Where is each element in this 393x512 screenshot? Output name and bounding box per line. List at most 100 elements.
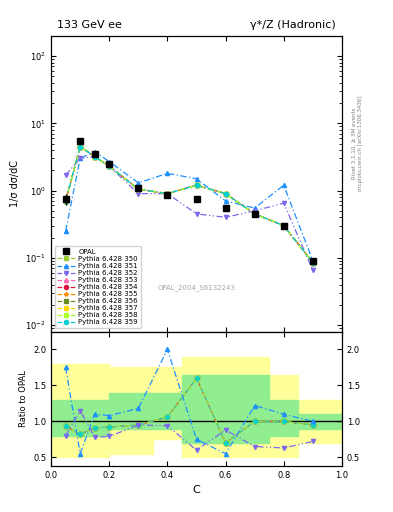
Pythia 6.428 355 bbox=[92, 154, 97, 160]
Pythia 6.428 353 bbox=[78, 143, 83, 150]
Pythia 6.428 357 bbox=[63, 198, 68, 204]
Pythia 6.428 358 bbox=[92, 154, 97, 160]
Pythia 6.428 355 bbox=[223, 190, 228, 197]
Pythia 6.428 357 bbox=[136, 186, 141, 192]
Text: γ*/Z (Hadronic): γ*/Z (Hadronic) bbox=[250, 20, 336, 30]
Pythia 6.428 352 bbox=[63, 172, 68, 178]
Pythia 6.428 355 bbox=[63, 198, 68, 204]
X-axis label: C: C bbox=[193, 485, 200, 495]
Pythia 6.428 356 bbox=[92, 154, 97, 160]
Pythia 6.428 354 bbox=[78, 143, 83, 150]
Pythia 6.428 350 bbox=[252, 211, 257, 217]
Pythia 6.428 356 bbox=[281, 223, 286, 229]
Pythia 6.428 352 bbox=[281, 200, 286, 206]
Pythia 6.428 352 bbox=[92, 154, 97, 160]
Line: Pythia 6.428 352: Pythia 6.428 352 bbox=[64, 155, 315, 272]
Pythia 6.428 357 bbox=[310, 260, 315, 266]
Pythia 6.428 353 bbox=[281, 223, 286, 229]
Pythia 6.428 359 bbox=[78, 143, 83, 150]
Line: Pythia 6.428 351: Pythia 6.428 351 bbox=[64, 150, 315, 263]
Pythia 6.428 356 bbox=[194, 182, 199, 188]
Pythia 6.428 359 bbox=[165, 190, 170, 197]
Pythia 6.428 353 bbox=[92, 154, 97, 160]
Line: Pythia 6.428 354: Pythia 6.428 354 bbox=[64, 144, 315, 265]
Pythia 6.428 352 bbox=[107, 163, 112, 169]
Line: Pythia 6.428 357: Pythia 6.428 357 bbox=[64, 144, 315, 265]
Pythia 6.428 358 bbox=[252, 211, 257, 217]
Pythia 6.428 356 bbox=[107, 163, 112, 169]
Text: 133 GeV ee: 133 GeV ee bbox=[57, 20, 122, 30]
Pythia 6.428 350 bbox=[63, 198, 68, 204]
Pythia 6.428 359 bbox=[252, 211, 257, 217]
Line: Pythia 6.428 353: Pythia 6.428 353 bbox=[64, 144, 315, 265]
Line: Pythia 6.428 358: Pythia 6.428 358 bbox=[64, 144, 315, 265]
Pythia 6.428 357 bbox=[107, 163, 112, 169]
Pythia 6.428 353 bbox=[223, 190, 228, 197]
Pythia 6.428 358 bbox=[136, 186, 141, 192]
Pythia 6.428 350 bbox=[310, 260, 315, 266]
Pythia 6.428 350 bbox=[165, 190, 170, 197]
Pythia 6.428 359 bbox=[281, 223, 286, 229]
Pythia 6.428 357 bbox=[165, 190, 170, 197]
Line: Pythia 6.428 359: Pythia 6.428 359 bbox=[64, 144, 315, 265]
Pythia 6.428 355 bbox=[165, 190, 170, 197]
Pythia 6.428 351 bbox=[194, 176, 199, 182]
Pythia 6.428 353 bbox=[310, 260, 315, 266]
Pythia 6.428 351 bbox=[165, 170, 170, 177]
Pythia 6.428 350 bbox=[107, 163, 112, 169]
Pythia 6.428 357 bbox=[223, 190, 228, 197]
Pythia 6.428 357 bbox=[194, 182, 199, 188]
Pythia 6.428 359 bbox=[194, 182, 199, 188]
Pythia 6.428 350 bbox=[194, 182, 199, 188]
Pythia 6.428 357 bbox=[281, 223, 286, 229]
Pythia 6.428 358 bbox=[107, 163, 112, 169]
Pythia 6.428 352 bbox=[194, 211, 199, 217]
Pythia 6.428 355 bbox=[78, 143, 83, 150]
Pythia 6.428 353 bbox=[194, 182, 199, 188]
Pythia 6.428 356 bbox=[63, 198, 68, 204]
Pythia 6.428 358 bbox=[281, 223, 286, 229]
Pythia 6.428 351 bbox=[63, 228, 68, 234]
Pythia 6.428 351 bbox=[136, 180, 141, 186]
Legend: OPAL, Pythia 6.428 350, Pythia 6.428 351, Pythia 6.428 352, Pythia 6.428 353, Py: OPAL, Pythia 6.428 350, Pythia 6.428 351… bbox=[55, 246, 141, 328]
Pythia 6.428 358 bbox=[223, 190, 228, 197]
Pythia 6.428 353 bbox=[63, 198, 68, 204]
Pythia 6.428 353 bbox=[107, 163, 112, 169]
Pythia 6.428 354 bbox=[194, 182, 199, 188]
Pythia 6.428 351 bbox=[78, 156, 83, 162]
Pythia 6.428 355 bbox=[107, 163, 112, 169]
Y-axis label: 1/σ dσ/dC: 1/σ dσ/dC bbox=[10, 160, 20, 207]
Pythia 6.428 354 bbox=[63, 198, 68, 204]
Pythia 6.428 354 bbox=[310, 260, 315, 266]
Y-axis label: Ratio to OPAL: Ratio to OPAL bbox=[18, 370, 28, 427]
Pythia 6.428 357 bbox=[92, 154, 97, 160]
Pythia 6.428 351 bbox=[252, 205, 257, 211]
Pythia 6.428 355 bbox=[252, 211, 257, 217]
Pythia 6.428 359 bbox=[63, 198, 68, 204]
Pythia 6.428 352 bbox=[252, 208, 257, 214]
Pythia 6.428 359 bbox=[223, 190, 228, 197]
Pythia 6.428 354 bbox=[107, 163, 112, 169]
Pythia 6.428 358 bbox=[78, 143, 83, 150]
Pythia 6.428 351 bbox=[107, 159, 112, 165]
Pythia 6.428 357 bbox=[252, 211, 257, 217]
Pythia 6.428 354 bbox=[281, 223, 286, 229]
Pythia 6.428 358 bbox=[194, 182, 199, 188]
Pythia 6.428 354 bbox=[223, 190, 228, 197]
Pythia 6.428 356 bbox=[165, 190, 170, 197]
Line: Pythia 6.428 356: Pythia 6.428 356 bbox=[64, 144, 315, 265]
Pythia 6.428 359 bbox=[310, 260, 315, 266]
Pythia 6.428 352 bbox=[165, 190, 170, 197]
Pythia 6.428 358 bbox=[165, 190, 170, 197]
Pythia 6.428 359 bbox=[107, 163, 112, 169]
Pythia 6.428 350 bbox=[78, 143, 83, 150]
Text: Rivet 3.1.10, ≥ 3M events: Rivet 3.1.10, ≥ 3M events bbox=[352, 108, 357, 179]
Pythia 6.428 354 bbox=[92, 154, 97, 160]
Pythia 6.428 353 bbox=[165, 190, 170, 197]
Pythia 6.428 350 bbox=[92, 154, 97, 160]
Pythia 6.428 355 bbox=[281, 223, 286, 229]
Pythia 6.428 355 bbox=[194, 182, 199, 188]
Pythia 6.428 355 bbox=[310, 260, 315, 266]
Line: Pythia 6.428 350: Pythia 6.428 350 bbox=[64, 144, 315, 265]
Pythia 6.428 351 bbox=[281, 182, 286, 188]
